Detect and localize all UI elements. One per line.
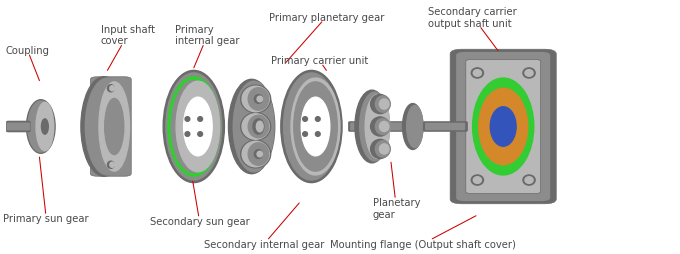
Ellipse shape [281,71,342,183]
Ellipse shape [479,89,528,165]
Ellipse shape [241,86,271,113]
Ellipse shape [523,69,535,79]
Ellipse shape [36,103,54,151]
Ellipse shape [371,95,390,114]
Ellipse shape [176,82,220,172]
Ellipse shape [316,132,320,137]
Ellipse shape [248,116,269,138]
Text: Planetary
gear: Planetary gear [373,163,420,219]
Ellipse shape [198,117,203,122]
Ellipse shape [242,142,269,167]
Ellipse shape [471,69,483,79]
Text: Mounting flange (Output shaft cover): Mounting flange (Output shaft cover) [330,216,515,249]
Ellipse shape [198,132,203,137]
Ellipse shape [253,119,264,135]
Ellipse shape [360,93,390,161]
Ellipse shape [110,86,114,91]
Ellipse shape [254,95,262,104]
FancyBboxPatch shape [349,122,423,132]
Ellipse shape [375,119,390,135]
FancyBboxPatch shape [90,77,131,177]
Ellipse shape [379,144,389,154]
Ellipse shape [471,175,483,185]
Text: Primary
internal gear: Primary internal gear [175,25,240,69]
FancyBboxPatch shape [351,124,420,130]
Ellipse shape [371,140,390,159]
Text: Primary planetary gear: Primary planetary gear [269,13,384,64]
Ellipse shape [291,79,340,175]
FancyBboxPatch shape [456,52,551,202]
Ellipse shape [375,141,390,157]
Ellipse shape [525,70,533,77]
Ellipse shape [403,104,423,150]
Ellipse shape [301,98,330,156]
Ellipse shape [184,98,212,156]
Ellipse shape [242,114,269,140]
Ellipse shape [110,163,114,168]
Ellipse shape [228,80,275,174]
FancyBboxPatch shape [466,60,541,194]
Text: Secondary sun gear: Secondary sun gear [150,168,250,226]
Ellipse shape [473,70,481,77]
Ellipse shape [27,100,55,154]
Ellipse shape [303,132,307,137]
Ellipse shape [473,177,481,184]
Ellipse shape [375,97,390,113]
Ellipse shape [365,95,390,159]
Ellipse shape [523,175,535,185]
Ellipse shape [525,177,533,184]
Ellipse shape [28,102,54,152]
Text: Secondary carrier
output shaft unit: Secondary carrier output shaft unit [428,7,517,58]
Text: Secondary internal gear: Secondary internal gear [204,203,324,249]
Ellipse shape [241,141,271,168]
Ellipse shape [233,82,274,172]
Ellipse shape [107,85,114,92]
Ellipse shape [490,107,516,147]
Ellipse shape [41,119,48,135]
Ellipse shape [241,113,271,141]
Ellipse shape [294,83,337,171]
Ellipse shape [254,150,262,159]
Ellipse shape [163,71,224,183]
Ellipse shape [256,122,263,132]
Ellipse shape [379,122,389,132]
Text: Coupling: Coupling [5,46,50,81]
Text: Input shaft
cover: Input shaft cover [101,25,154,71]
Ellipse shape [379,100,389,110]
Ellipse shape [473,79,534,175]
Ellipse shape [248,143,269,166]
Ellipse shape [316,117,320,122]
Ellipse shape [99,83,130,171]
FancyBboxPatch shape [7,122,30,132]
Ellipse shape [257,152,262,157]
Ellipse shape [284,74,339,180]
Ellipse shape [355,91,389,163]
Ellipse shape [248,88,269,111]
Ellipse shape [105,99,124,155]
FancyBboxPatch shape [450,50,556,204]
Ellipse shape [168,77,220,177]
Text: Primary sun gear: Primary sun gear [3,157,89,224]
Text: Primary carrier unit: Primary carrier unit [271,56,368,71]
Ellipse shape [86,79,129,175]
Ellipse shape [254,123,262,131]
Ellipse shape [242,87,269,112]
Ellipse shape [407,106,423,148]
Ellipse shape [185,117,190,122]
Ellipse shape [171,81,216,173]
Ellipse shape [107,162,114,169]
FancyBboxPatch shape [426,124,464,130]
Ellipse shape [257,124,262,130]
Ellipse shape [371,117,390,137]
Ellipse shape [257,97,262,102]
Ellipse shape [185,132,190,137]
FancyBboxPatch shape [7,124,29,130]
Ellipse shape [166,74,222,180]
Ellipse shape [303,117,307,122]
FancyBboxPatch shape [424,122,467,132]
Ellipse shape [81,77,127,177]
